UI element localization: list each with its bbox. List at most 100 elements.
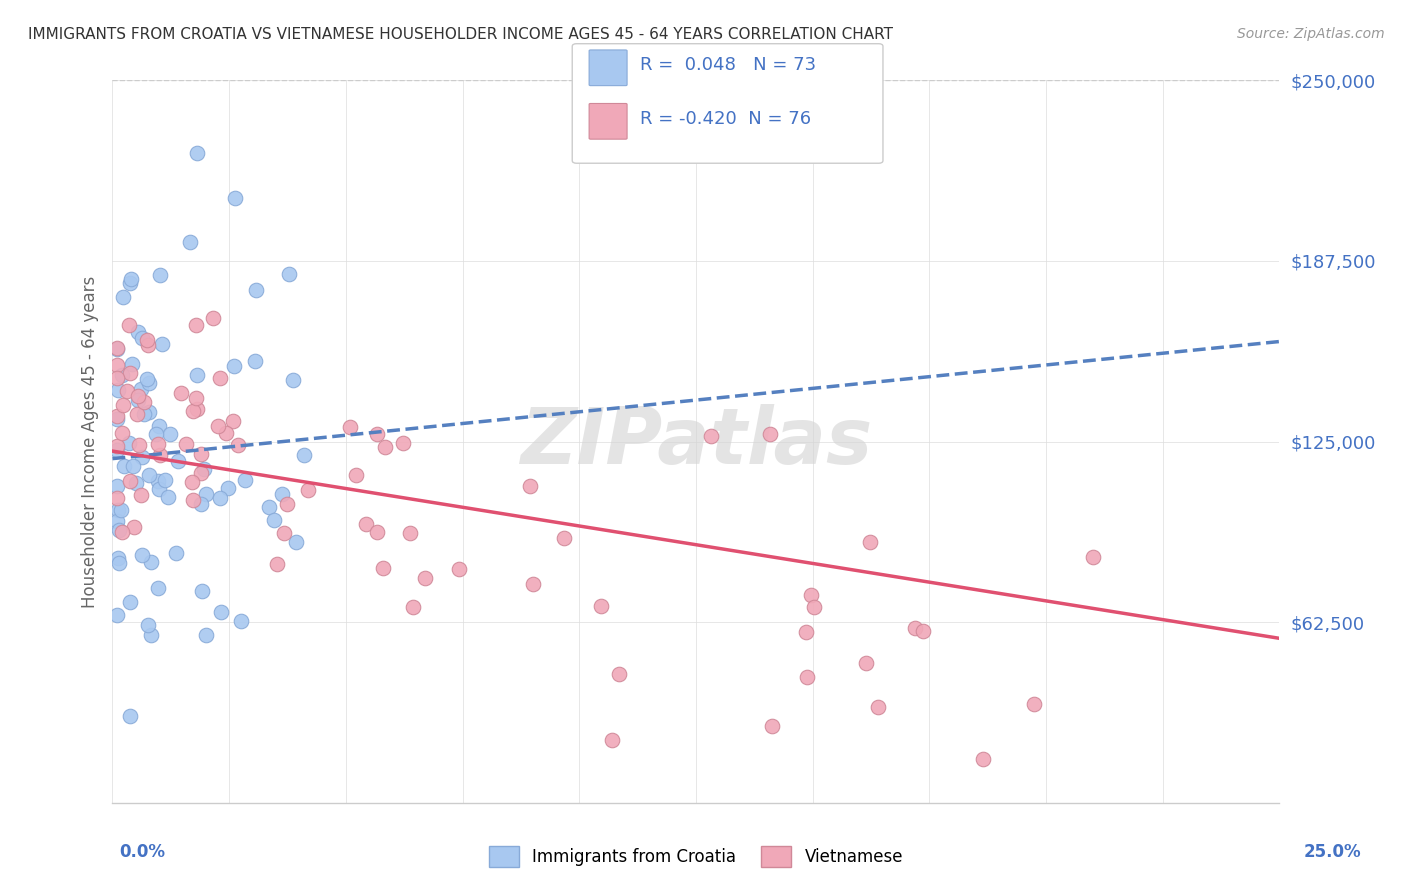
Point xyxy=(105,342,128,356)
Point xyxy=(127,325,149,339)
Point xyxy=(591,599,613,613)
Point xyxy=(148,482,170,496)
Point xyxy=(135,333,157,347)
Point xyxy=(186,401,208,416)
Point xyxy=(127,407,149,421)
Point xyxy=(118,366,141,380)
Point xyxy=(146,437,169,451)
Point xyxy=(366,524,388,539)
Point xyxy=(165,546,187,560)
Point xyxy=(224,191,246,205)
Point xyxy=(111,368,134,382)
Point xyxy=(522,576,544,591)
Point xyxy=(366,427,388,442)
Point xyxy=(600,733,623,747)
Text: 0.0%: 0.0% xyxy=(120,843,166,861)
Point xyxy=(125,475,148,490)
Point xyxy=(153,473,176,487)
Point xyxy=(105,491,128,505)
Point xyxy=(138,468,160,483)
Point xyxy=(519,478,541,492)
Point xyxy=(1022,698,1045,712)
Point xyxy=(257,500,280,514)
Point xyxy=(759,426,782,441)
Point xyxy=(127,389,149,403)
Text: R = -0.420  N = 76: R = -0.420 N = 76 xyxy=(640,110,811,128)
Text: 25.0%: 25.0% xyxy=(1303,843,1361,861)
Point xyxy=(796,670,818,684)
Point xyxy=(167,454,190,468)
Point xyxy=(191,584,214,599)
Point xyxy=(174,437,197,451)
Point xyxy=(107,383,129,397)
Point xyxy=(195,487,218,501)
Point xyxy=(122,519,145,533)
Point xyxy=(344,468,367,483)
Point xyxy=(127,392,149,407)
Point xyxy=(912,624,935,639)
Point xyxy=(115,384,138,398)
Point xyxy=(138,405,160,419)
Point xyxy=(117,318,139,332)
Point xyxy=(398,526,420,541)
Point xyxy=(181,475,204,490)
Point xyxy=(110,524,132,539)
Point xyxy=(374,440,396,454)
Point xyxy=(297,483,319,497)
Point xyxy=(190,467,212,481)
Text: ZIPatlas: ZIPatlas xyxy=(520,403,872,480)
Point xyxy=(118,595,141,609)
Point xyxy=(141,556,163,570)
Point xyxy=(110,503,132,517)
Point xyxy=(904,621,927,635)
Point xyxy=(222,414,245,428)
Point xyxy=(233,474,256,488)
Point xyxy=(447,562,470,576)
Point xyxy=(859,534,882,549)
Point xyxy=(972,752,994,766)
Point xyxy=(136,372,159,386)
Point xyxy=(129,382,152,396)
Point xyxy=(110,426,132,441)
Text: IMMIGRANTS FROM CROATIA VS VIETNAMESE HOUSEHOLDER INCOME AGES 45 - 64 YEARS CORR: IMMIGRANTS FROM CROATIA VS VIETNAMESE HO… xyxy=(28,27,893,42)
Point xyxy=(131,450,153,464)
Point xyxy=(138,376,160,390)
Point xyxy=(292,448,315,462)
Point xyxy=(139,628,162,642)
Point xyxy=(413,571,436,585)
Point xyxy=(266,557,288,571)
Point xyxy=(150,337,173,351)
Point xyxy=(131,331,153,345)
Point xyxy=(186,145,208,160)
Point xyxy=(105,479,128,493)
Point xyxy=(136,618,159,632)
Point xyxy=(134,407,156,421)
Point xyxy=(186,368,208,382)
Point xyxy=(229,615,252,629)
Point xyxy=(193,462,215,476)
Point xyxy=(105,439,128,453)
Point xyxy=(148,418,170,433)
Point xyxy=(108,557,131,571)
Point xyxy=(121,357,143,371)
Point xyxy=(148,448,170,462)
Point xyxy=(105,515,128,529)
Point xyxy=(184,318,207,333)
Point xyxy=(285,534,308,549)
Point xyxy=(243,354,266,368)
Point xyxy=(222,359,245,373)
Point xyxy=(392,436,415,450)
Point xyxy=(111,398,134,412)
Point xyxy=(112,290,135,304)
Point xyxy=(699,428,721,442)
Point xyxy=(271,487,294,501)
Point xyxy=(107,503,129,517)
Point xyxy=(120,277,142,291)
Legend: Immigrants from Croatia, Vietnamese: Immigrants from Croatia, Vietnamese xyxy=(482,839,910,874)
Point xyxy=(855,657,877,671)
Point xyxy=(105,341,128,355)
Point xyxy=(149,268,172,283)
Point xyxy=(122,459,145,474)
Point xyxy=(207,418,229,433)
Point xyxy=(146,581,169,595)
